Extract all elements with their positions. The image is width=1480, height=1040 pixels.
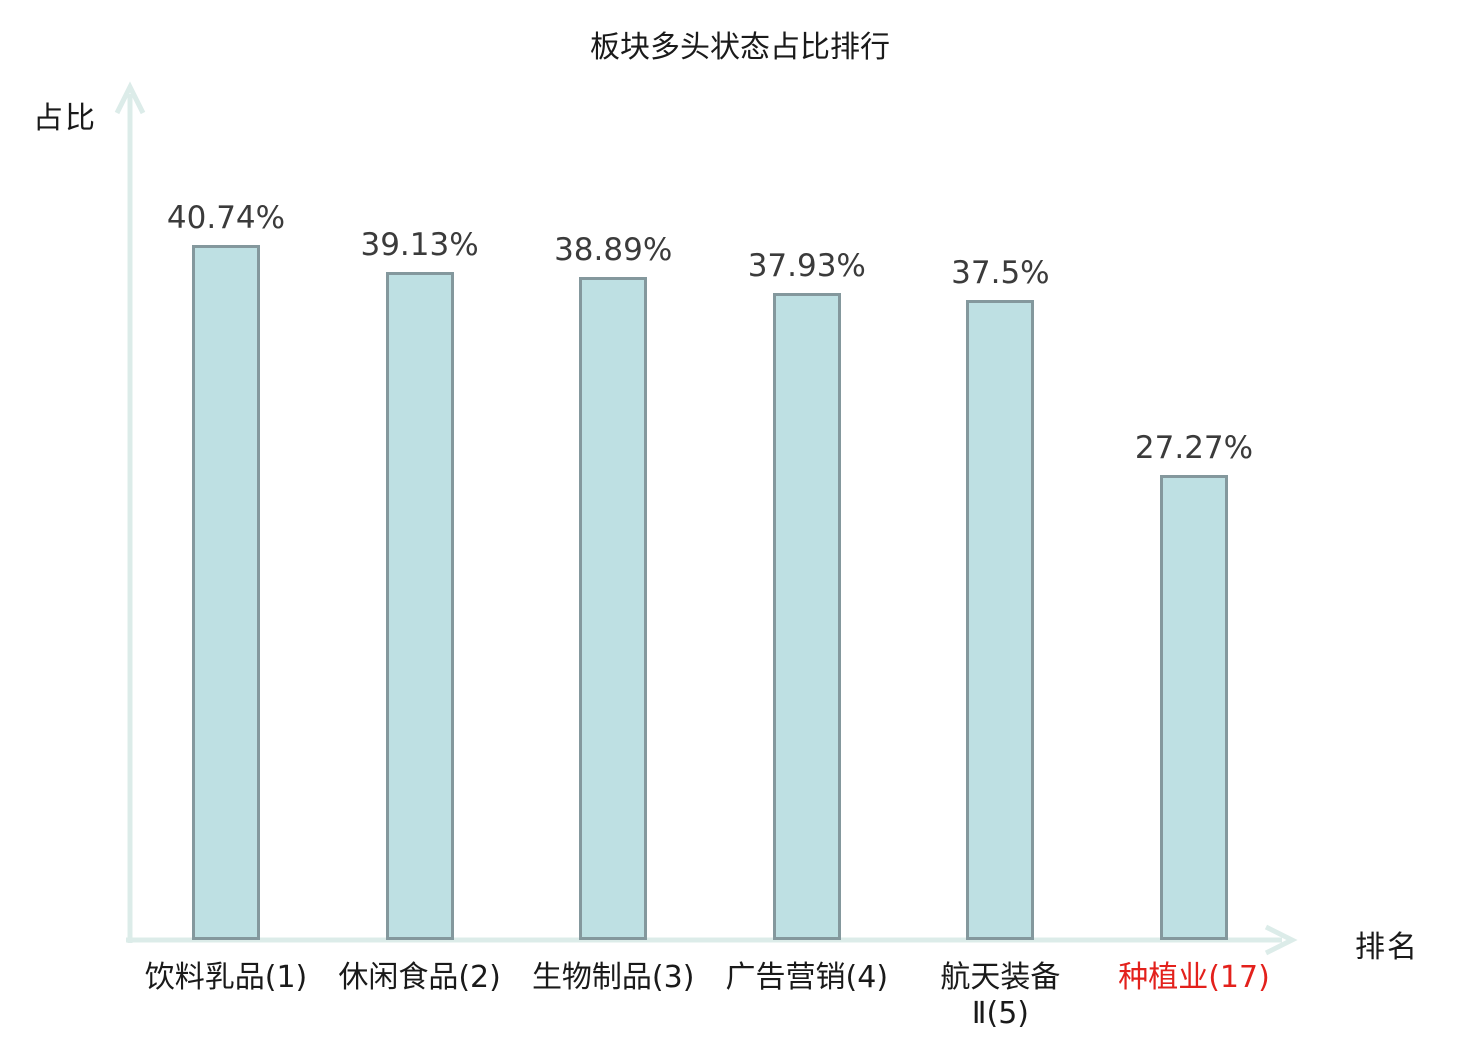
category-label: 生物制品(3) [531, 960, 695, 995]
bar-value-label: 39.13% [360, 227, 479, 263]
bar[interactable] [579, 277, 648, 940]
category-label: 饮料乳品(1) [144, 960, 308, 995]
x-axis-arrow-icon [1264, 924, 1298, 956]
category-label: 休闲食品(2) [338, 960, 501, 995]
bar[interactable] [966, 300, 1035, 940]
bar-value-label: 38.89% [554, 232, 673, 268]
bar-value-label: 27.27% [1134, 430, 1254, 466]
bar[interactable] [385, 272, 454, 940]
bar-value-label: 37.5% [951, 255, 1050, 291]
category-label: 广告营销(4) [725, 960, 889, 995]
category-label: 航天装备 Ⅱ(5) [940, 960, 1061, 1031]
bar[interactable] [192, 245, 260, 940]
x-axis-label: 排名 [1355, 930, 1419, 965]
category-label: 种植业(17) [1118, 960, 1270, 995]
chart-title: 板块多头状态占比排行 [590, 30, 890, 65]
y-axis-label: 占比 [33, 101, 97, 136]
bar-value-label: 37.93% [747, 248, 866, 284]
y-axis-arrow-icon [114, 81, 146, 115]
bar[interactable] [1160, 475, 1228, 940]
bar[interactable] [772, 293, 841, 940]
bar-value-label: 40.74% [166, 200, 286, 236]
